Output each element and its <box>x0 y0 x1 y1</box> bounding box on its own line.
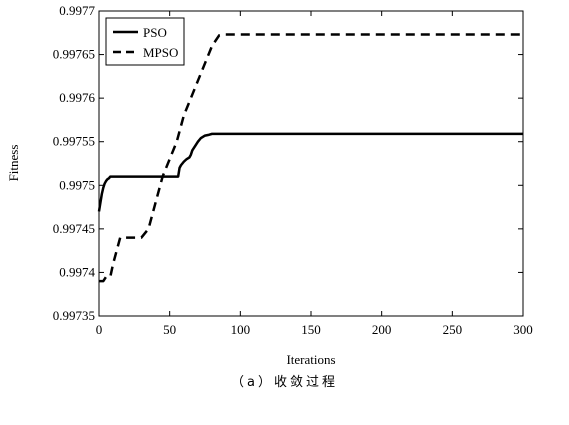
x-tick-label: 150 <box>301 322 321 337</box>
x-axis-label: Iterations <box>286 352 335 367</box>
legend: PSO MPSO <box>105 17 185 66</box>
x-tick-label: 50 <box>163 322 176 337</box>
x-tick-label: 250 <box>443 322 463 337</box>
y-tick-label: 0.9974 <box>59 264 95 279</box>
series-line-pso <box>97 132 523 212</box>
plot-area: 0 50 100 150 200 250 300 0.99735 0.9974 0.99745 0.… <box>53 3 533 337</box>
tick-layer: 0 50 100 150 200 250 300 0.99735 0.9974 0.99745 0.… <box>53 3 533 337</box>
x-tick-label: 0 <box>96 322 103 337</box>
y-tick-label: 0.9977 <box>59 3 95 18</box>
legend-mpso-label: MPSO <box>143 45 178 60</box>
x-tick-label: 200 <box>372 322 392 337</box>
y-tick-label: 0.99755 <box>53 134 95 149</box>
x-tick-label: 100 <box>231 322 251 337</box>
legend-box <box>105 17 185 66</box>
y-tick-label: 0.9975 <box>59 177 95 192</box>
series-layer <box>97 33 523 283</box>
x-tick-label: 300 <box>513 322 533 337</box>
y-axis-label: Fitness <box>6 145 21 182</box>
y-tick-label: 0.99735 <box>53 308 95 323</box>
y-tick-label: 0.9976 <box>59 90 95 105</box>
y-tick-label: 0.99745 <box>53 221 95 236</box>
legend-pso-label: PSO <box>143 25 167 40</box>
figure-caption: （a）收敛过程 <box>231 375 338 390</box>
series-line-mpso <box>99 33 523 283</box>
y-tick-label: 0.99765 <box>53 47 95 62</box>
